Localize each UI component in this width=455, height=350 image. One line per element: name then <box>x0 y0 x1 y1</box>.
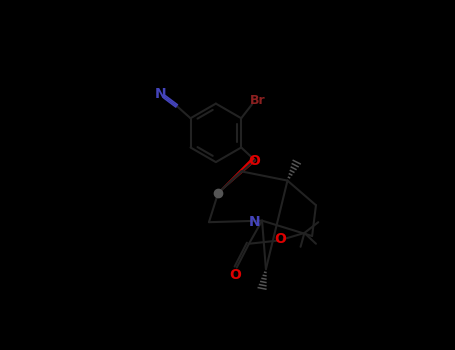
Polygon shape <box>218 158 256 193</box>
Text: O: O <box>248 154 260 168</box>
Text: N: N <box>248 215 260 229</box>
Text: Br: Br <box>250 94 266 107</box>
Text: O: O <box>275 232 287 246</box>
Text: O: O <box>229 268 241 282</box>
Text: N: N <box>155 86 167 100</box>
